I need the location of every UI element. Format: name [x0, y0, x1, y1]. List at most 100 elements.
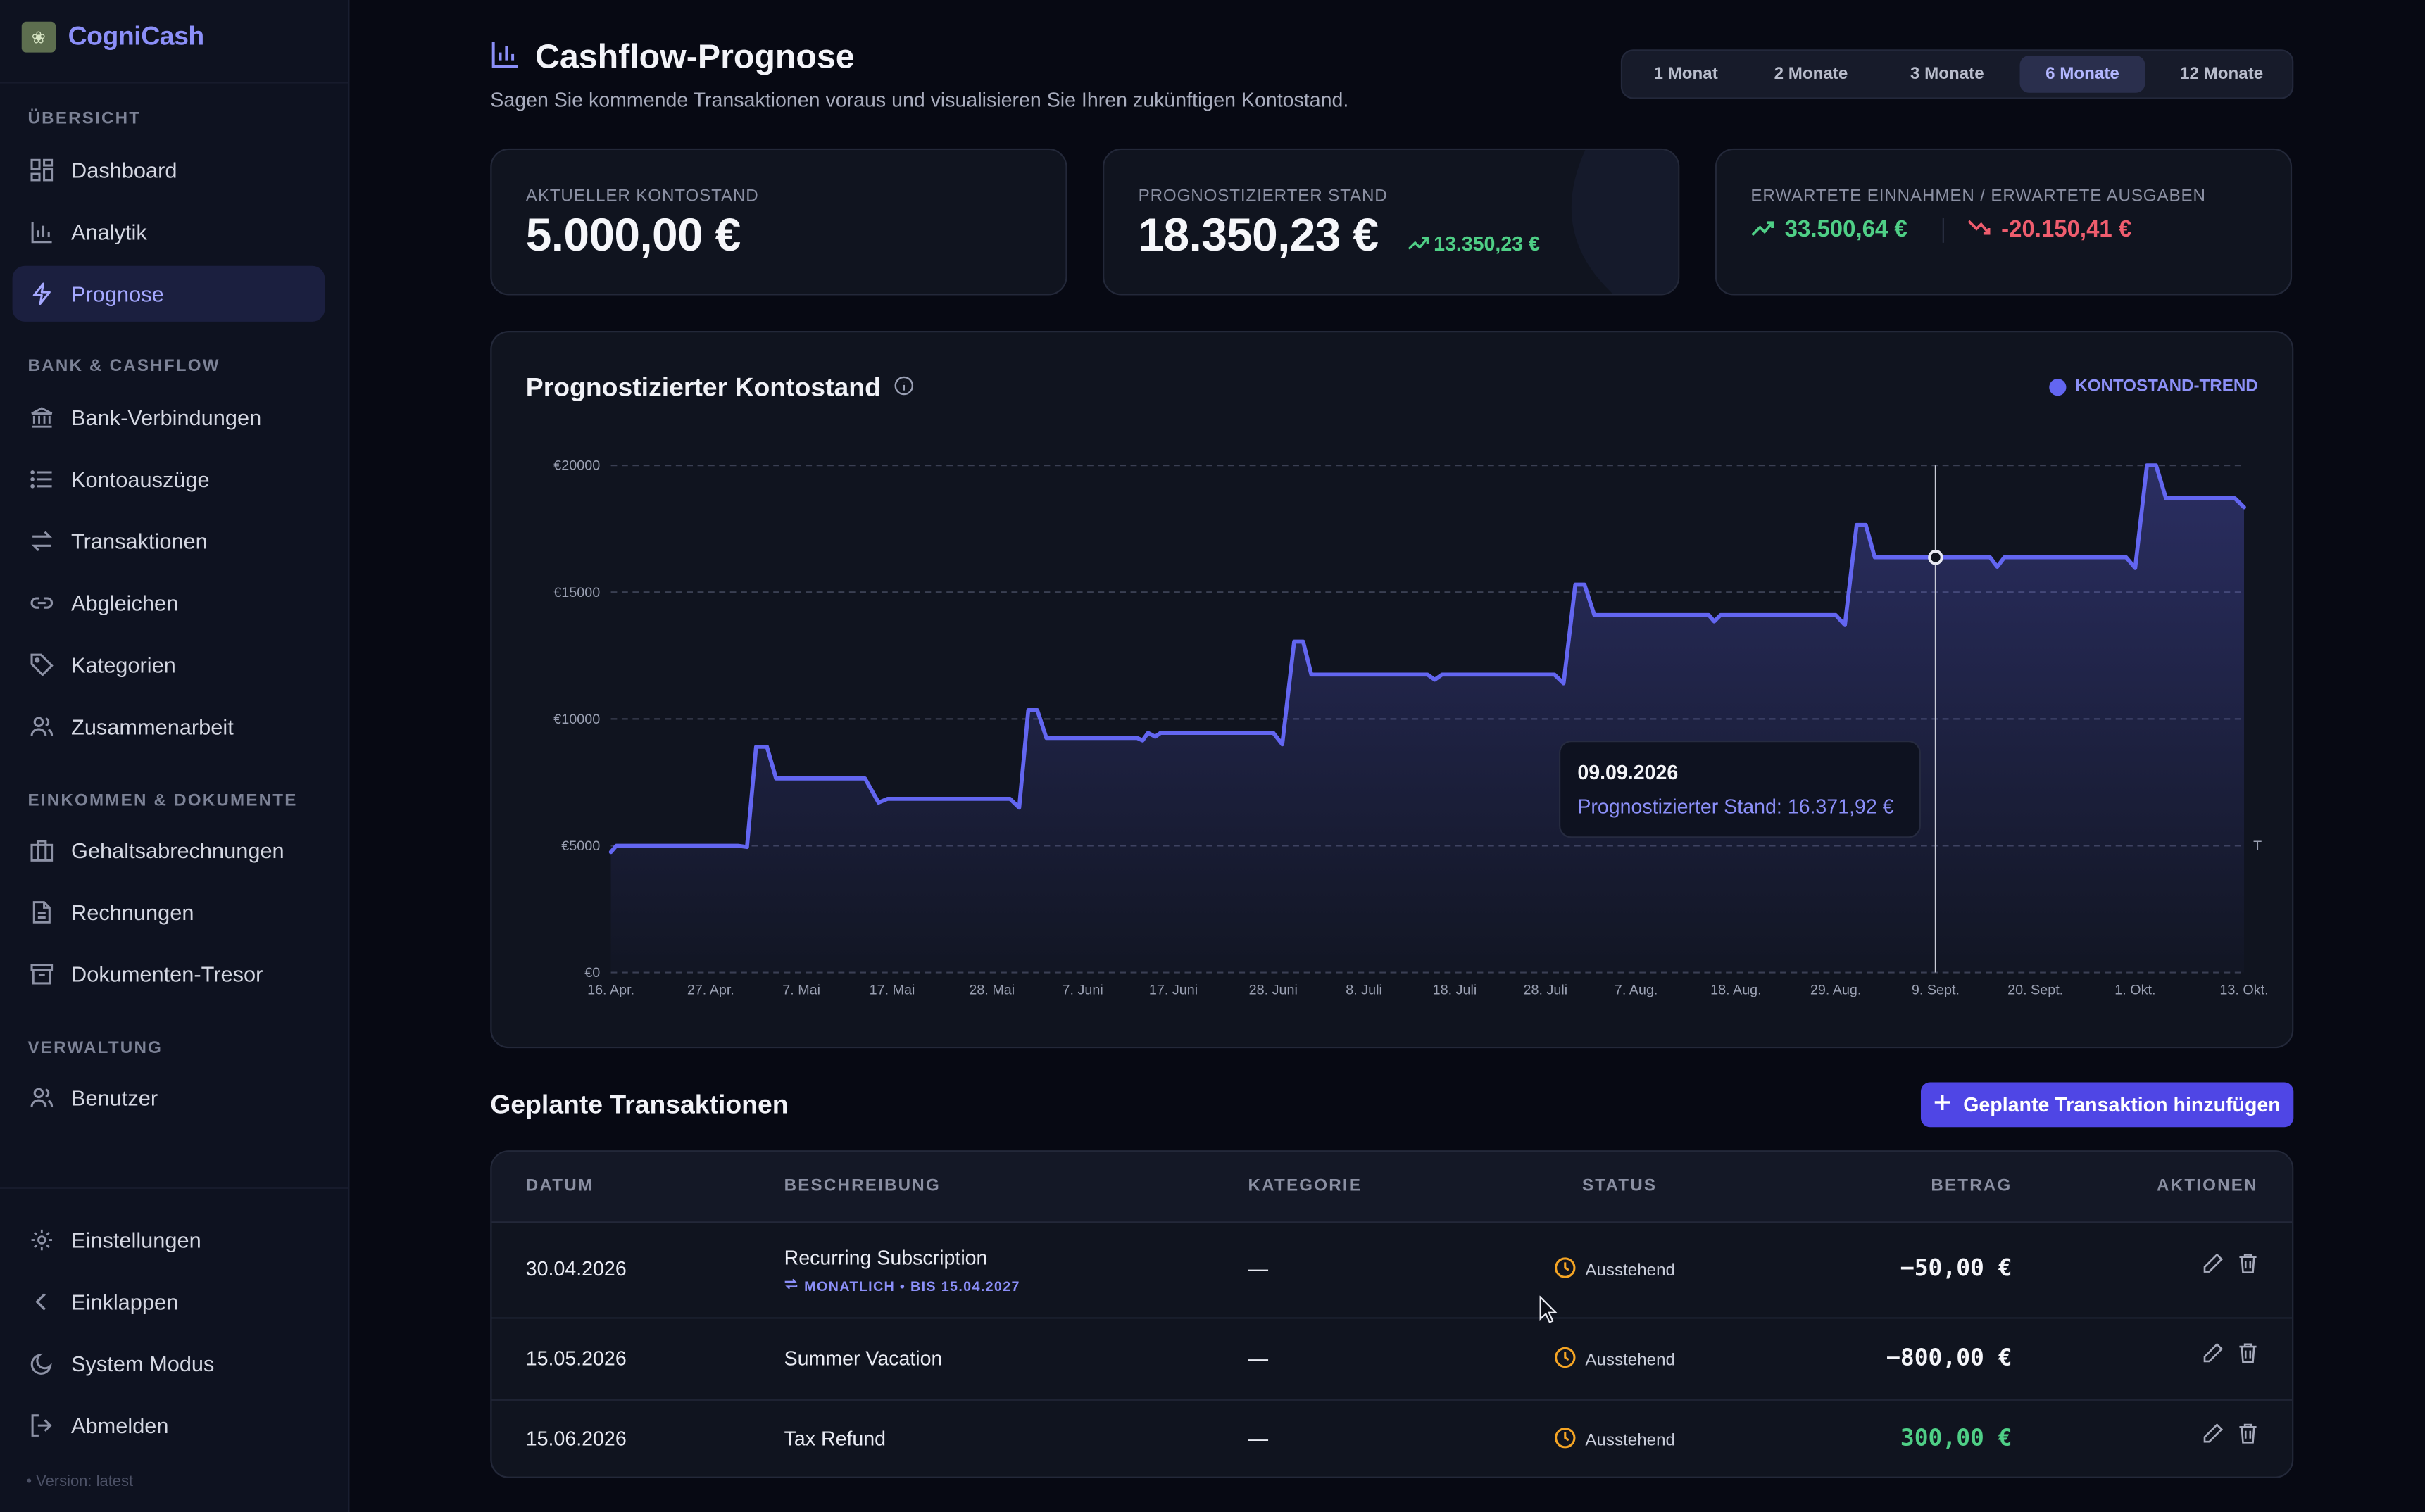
sidebar-item-invoices[interactable]: Rechnungen	[13, 884, 325, 940]
trash-icon[interactable]	[2238, 1342, 2258, 1372]
card-current-balance: Aktueller Kontostand 5.000,00 €	[490, 148, 1067, 296]
brand[interactable]: ❀ CogniCash	[21, 20, 205, 54]
table-row[interactable]: 15.06.2026 Tax Refund — Ausstehend 300,0…	[491, 1399, 2292, 1477]
sidebar-item-label: Kategorien	[71, 652, 176, 678]
sidebar-item-categories[interactable]: Kategorien	[13, 637, 325, 693]
card-label: Aktueller Kontostand	[525, 187, 759, 206]
range-6-months[interactable]: 6 Monate	[2019, 56, 2145, 93]
y-tick-label: €15000	[553, 585, 600, 600]
sidebar-item-prognose[interactable]: Prognose	[12, 265, 325, 322]
gear-icon	[28, 1227, 54, 1253]
sidebar-item-users[interactable]: Benutzer	[13, 1070, 325, 1126]
tooltip-date: 09.09.2026	[1577, 760, 1679, 784]
divider	[0, 1187, 349, 1190]
forecast-chart[interactable]: €0 €5000 €10000 €15000 €20000 16. Apr. 27. Apr…	[491, 332, 2295, 1050]
row-actions	[2202, 1342, 2258, 1372]
sidebar-item-payslips[interactable]: Gehaltsabrechnungen	[13, 823, 325, 878]
sidebar-item-document-vault[interactable]: Dokumenten-Tresor	[13, 946, 325, 1002]
page-subtitle: Sagen Sie kommende Transaktionen voraus …	[490, 88, 1349, 112]
trash-icon[interactable]	[2238, 1423, 2258, 1452]
sidebar-item-system-mode[interactable]: System Modus	[13, 1336, 325, 1392]
row-amount: 300,00 €	[1900, 1423, 2012, 1452]
sidebar-item-statements[interactable]: Kontoauszüge	[13, 451, 325, 507]
sidebar-item-label: Zusammenarbeit	[71, 714, 234, 739]
archive-icon	[28, 961, 54, 987]
chart-legend[interactable]: Kontostand-Trend	[2048, 377, 2258, 396]
bar-chart-icon	[490, 38, 521, 77]
sidebar-item-label: Analytik	[71, 219, 147, 245]
x-tick-label: 1. Okt.	[2114, 982, 2155, 997]
analytics-icon	[28, 219, 54, 245]
sidebar-item-collaboration[interactable]: Zusammenarbeit	[13, 699, 325, 755]
legend-dot	[2048, 378, 2067, 396]
edit-icon[interactable]	[2202, 1342, 2224, 1372]
moon-icon	[28, 1351, 54, 1377]
info-icon[interactable]	[893, 372, 913, 403]
forecast-delta-value: 13.350,23 €	[1434, 232, 1540, 256]
x-tick-label: 8. Juli	[1346, 982, 1382, 997]
sidebar-item-bank-connections[interactable]: Bank-Verbindungen	[13, 390, 325, 446]
range-12-months[interactable]: 12 Monate	[2180, 65, 2264, 84]
x-tick-label: 28. Mai	[969, 982, 1015, 997]
expected-income: 33.500,64 €	[1750, 217, 1907, 243]
x-tick-label: 18. Juli	[1433, 982, 1477, 997]
plus-icon	[1934, 1093, 1952, 1116]
section-title-bank: Bank & Cashflow	[27, 357, 220, 376]
add-button-label: Geplante Transaktion hinzufügen	[1963, 1092, 2281, 1116]
section-title-income: Einkommen & Dokumente	[27, 791, 298, 810]
card-forecast-balance: Prognostizierter Stand 18.350,23 € 13.35…	[1103, 148, 1680, 296]
row-amount: −50,00 €	[1900, 1254, 2012, 1282]
table-row[interactable]: 15.05.2026 Summer Vacation — Ausstehend …	[491, 1317, 2293, 1401]
row-actions	[2202, 1423, 2258, 1452]
chart-title: Prognostizierter Kontostand	[526, 372, 913, 403]
status-text: Ausstehend	[1585, 1261, 1675, 1280]
sidebar-item-settings[interactable]: Einstellungen	[13, 1212, 325, 1268]
sidebar-item-collapse[interactable]: Einklappen	[13, 1274, 325, 1330]
col-date: Datum	[525, 1176, 594, 1195]
range-selector: 1 Monat 2 Monate 3 Monate 6 Monate 12 Mo…	[1620, 49, 2294, 99]
range-3-months[interactable]: 3 Monate	[1910, 65, 1984, 84]
card-expected-income-expenses: Erwartete Einnahmen / Erwartete Ausgaben…	[1715, 148, 2293, 296]
add-planned-transaction-button[interactable]: Geplante Transaktion hinzufügen	[1920, 1082, 2294, 1128]
sidebar-item-reconcile[interactable]: Abgleichen	[13, 575, 325, 631]
x-tick-label: 9. Sept.	[1912, 982, 1960, 997]
sidebar-item-logout[interactable]: Abmelden	[13, 1398, 325, 1454]
sidebar-item-dashboard[interactable]: Dashboard	[13, 142, 325, 198]
edit-icon[interactable]	[2202, 1423, 2224, 1452]
legend-label: Kontostand-Trend	[2075, 377, 2258, 396]
chevron-left-icon	[28, 1289, 54, 1315]
edit-icon[interactable]	[2202, 1252, 2224, 1282]
sidebar-item-label: Einklappen	[71, 1289, 179, 1314]
expected-expenses: -20.150,41 €	[1967, 217, 2131, 243]
sidebar-item-label: Abgleichen	[71, 591, 179, 616]
table-row[interactable]: 30.04.2026 Recurring Subscription MONATL…	[491, 1221, 2293, 1319]
range-1-month[interactable]: 1 Monat	[1653, 65, 1718, 84]
briefcase-icon	[28, 837, 54, 863]
row-category: —	[1248, 1347, 1269, 1371]
trend-up-icon	[1408, 232, 1429, 255]
mouse-cursor-icon	[1539, 1295, 1558, 1332]
row-description: Tax Refund	[784, 1427, 886, 1451]
sidebar-item-label: Einstellungen	[71, 1227, 201, 1253]
forecast-chart-card: Prognostizierter Kontostand Kontostand-T…	[490, 331, 2295, 1050]
card-decoration	[1571, 150, 1679, 294]
file-icon	[28, 899, 54, 925]
end-marker-label: T	[2253, 838, 2262, 854]
user-icon	[28, 1085, 54, 1111]
range-2-months[interactable]: 2 Monate	[1774, 65, 1848, 84]
sidebar-item-transactions[interactable]: Transaktionen	[13, 513, 325, 569]
tooltip-value: Prognostizierter Stand: 16.371,92 €	[1577, 794, 1894, 818]
row-amount: −800,00 €	[1886, 1343, 2012, 1372]
brand-name: CogniCash	[68, 21, 205, 51]
col-status: Status	[1581, 1176, 1658, 1195]
x-tick-label: 18. Aug.	[1710, 982, 1761, 997]
clock-icon	[1554, 1257, 1576, 1283]
sidebar-item-analytics[interactable]: Analytik	[13, 204, 325, 260]
link-icon	[28, 590, 54, 616]
x-tick-label: 7. Juni	[1063, 982, 1103, 997]
sidebar-item-label: Dashboard	[71, 158, 177, 183]
trash-icon[interactable]	[2238, 1252, 2258, 1282]
table-header: Datum Beschreibung Kategorie Status Betr…	[491, 1152, 2293, 1223]
sidebar-item-label: Transaktionen	[71, 529, 208, 554]
transfer-icon	[28, 528, 54, 554]
